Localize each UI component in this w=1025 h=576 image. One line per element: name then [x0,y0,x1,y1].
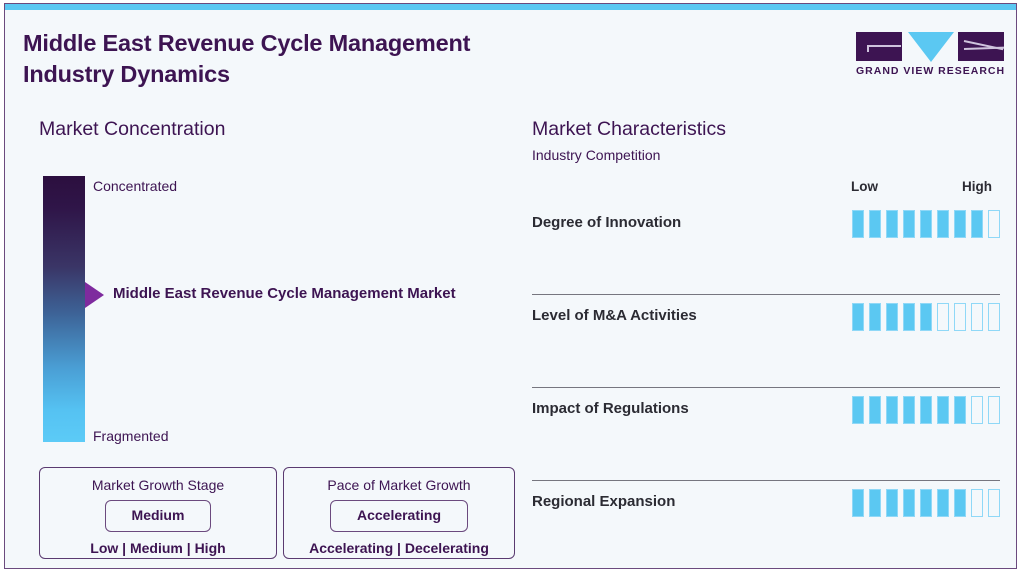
rating-segment [886,303,898,331]
pace-of-market-growth-scale: Accelerating | Decelerating [309,540,489,556]
grand-view-research-logo: GRAND VIEW RESEARCH [856,32,1004,80]
pace-of-market-growth-value-box: Accelerating [329,500,469,532]
pace-of-market-growth-box: Pace of Market Growth Accelerating Accel… [283,467,515,559]
rating-segment [903,396,915,424]
rating-segment [971,210,983,238]
market-characteristics-subheading: Industry Competition [532,147,661,163]
rating-segment [954,489,966,517]
concentration-marker-arrow-icon [85,282,104,308]
logo-right-rect-icon [958,32,1004,61]
pace-of-market-growth-title: Pace of Market Growth [327,477,471,493]
concentration-bottom-label: Fragmented [93,428,169,444]
concentration-top-label: Concentrated [93,178,178,194]
market-growth-stage-title: Market Growth Stage [91,477,225,493]
rating-segment [886,210,898,238]
market-concentration-heading: Market Concentration [39,118,226,140]
characteristic-rating-bars [852,489,1000,517]
rating-segment [971,489,983,517]
page-title-line-1: Middle East Revenue Cycle Management [23,30,471,56]
rating-segment [937,303,949,331]
page-title-line-2: Industry Dynamics [23,61,230,88]
concentration-marker-label: Middle East Revenue Cycle Management Mar… [113,285,456,302]
logo-left-rect-icon [856,32,902,61]
concentration-gradient-bar [43,176,85,442]
page-title: Middle East Revenue Cycle Management Ind… [23,28,723,90]
logo-text: GRAND VIEW RESEARCH [856,65,1006,77]
market-growth-stage-value-box: Medium [104,500,212,532]
logo-triangle-icon [908,32,954,62]
rating-segment [971,396,983,424]
rating-segment [903,303,915,331]
market-growth-stage-box: Market Growth Stage Medium Low | Medium … [39,467,277,559]
rating-segment [869,489,881,517]
rating-segment [903,210,915,238]
rating-segment [954,396,966,424]
rating-segment [937,210,949,238]
rating-segment [869,396,881,424]
rating-segment [988,210,1000,238]
characteristic-label: Level of M&A Activities [532,307,697,324]
rating-segment [886,489,898,517]
rating-segment [920,303,932,331]
row-divider [532,387,1000,388]
characteristic-label: Impact of Regulations [532,400,689,417]
rating-segment [954,210,966,238]
rating-segment [903,489,915,517]
rating-segment [920,210,932,238]
rating-segment [869,210,881,238]
rating-segment [852,210,864,238]
pace-of-market-growth-value: Accelerating [356,507,442,523]
rating-segment [852,303,864,331]
characteristic-label: Degree of Innovation [532,214,682,231]
rating-segment [852,489,864,517]
scale-low-label: Low [851,179,878,194]
rating-segment [937,489,949,517]
scale-high-label: High [962,179,992,194]
rating-segment [920,396,932,424]
market-growth-stage-scale: Low | Medium | High [90,540,226,556]
characteristic-rating-bars [852,210,1000,238]
rating-segment [988,489,1000,517]
characteristic-label: Regional Expansion [532,493,676,510]
rating-segment [988,396,1000,424]
rating-segment [852,396,864,424]
rating-segment [988,303,1000,331]
top-accent-bar [5,4,1016,10]
characteristic-row: Regional Expansion [532,481,1000,568]
rating-segment [937,396,949,424]
market-growth-stage-value: Medium [131,507,185,523]
logo-marks [856,32,1004,62]
row-divider [532,480,1000,481]
rating-segment [954,303,966,331]
row-divider [532,294,1000,295]
rating-segment [869,303,881,331]
characteristic-row: Level of M&A Activities [532,295,1000,388]
infographic-card: Middle East Revenue Cycle Management Ind… [4,3,1017,569]
rating-segment [886,396,898,424]
characteristic-row: Impact of Regulations [532,388,1000,481]
rating-segment [971,303,983,331]
market-characteristics-heading: Market Characteristics [532,118,726,140]
rating-segment [920,489,932,517]
characteristic-rating-bars [852,303,1000,331]
characteristic-row: Degree of Innovation [532,202,1000,295]
characteristic-rating-bars [852,396,1000,424]
